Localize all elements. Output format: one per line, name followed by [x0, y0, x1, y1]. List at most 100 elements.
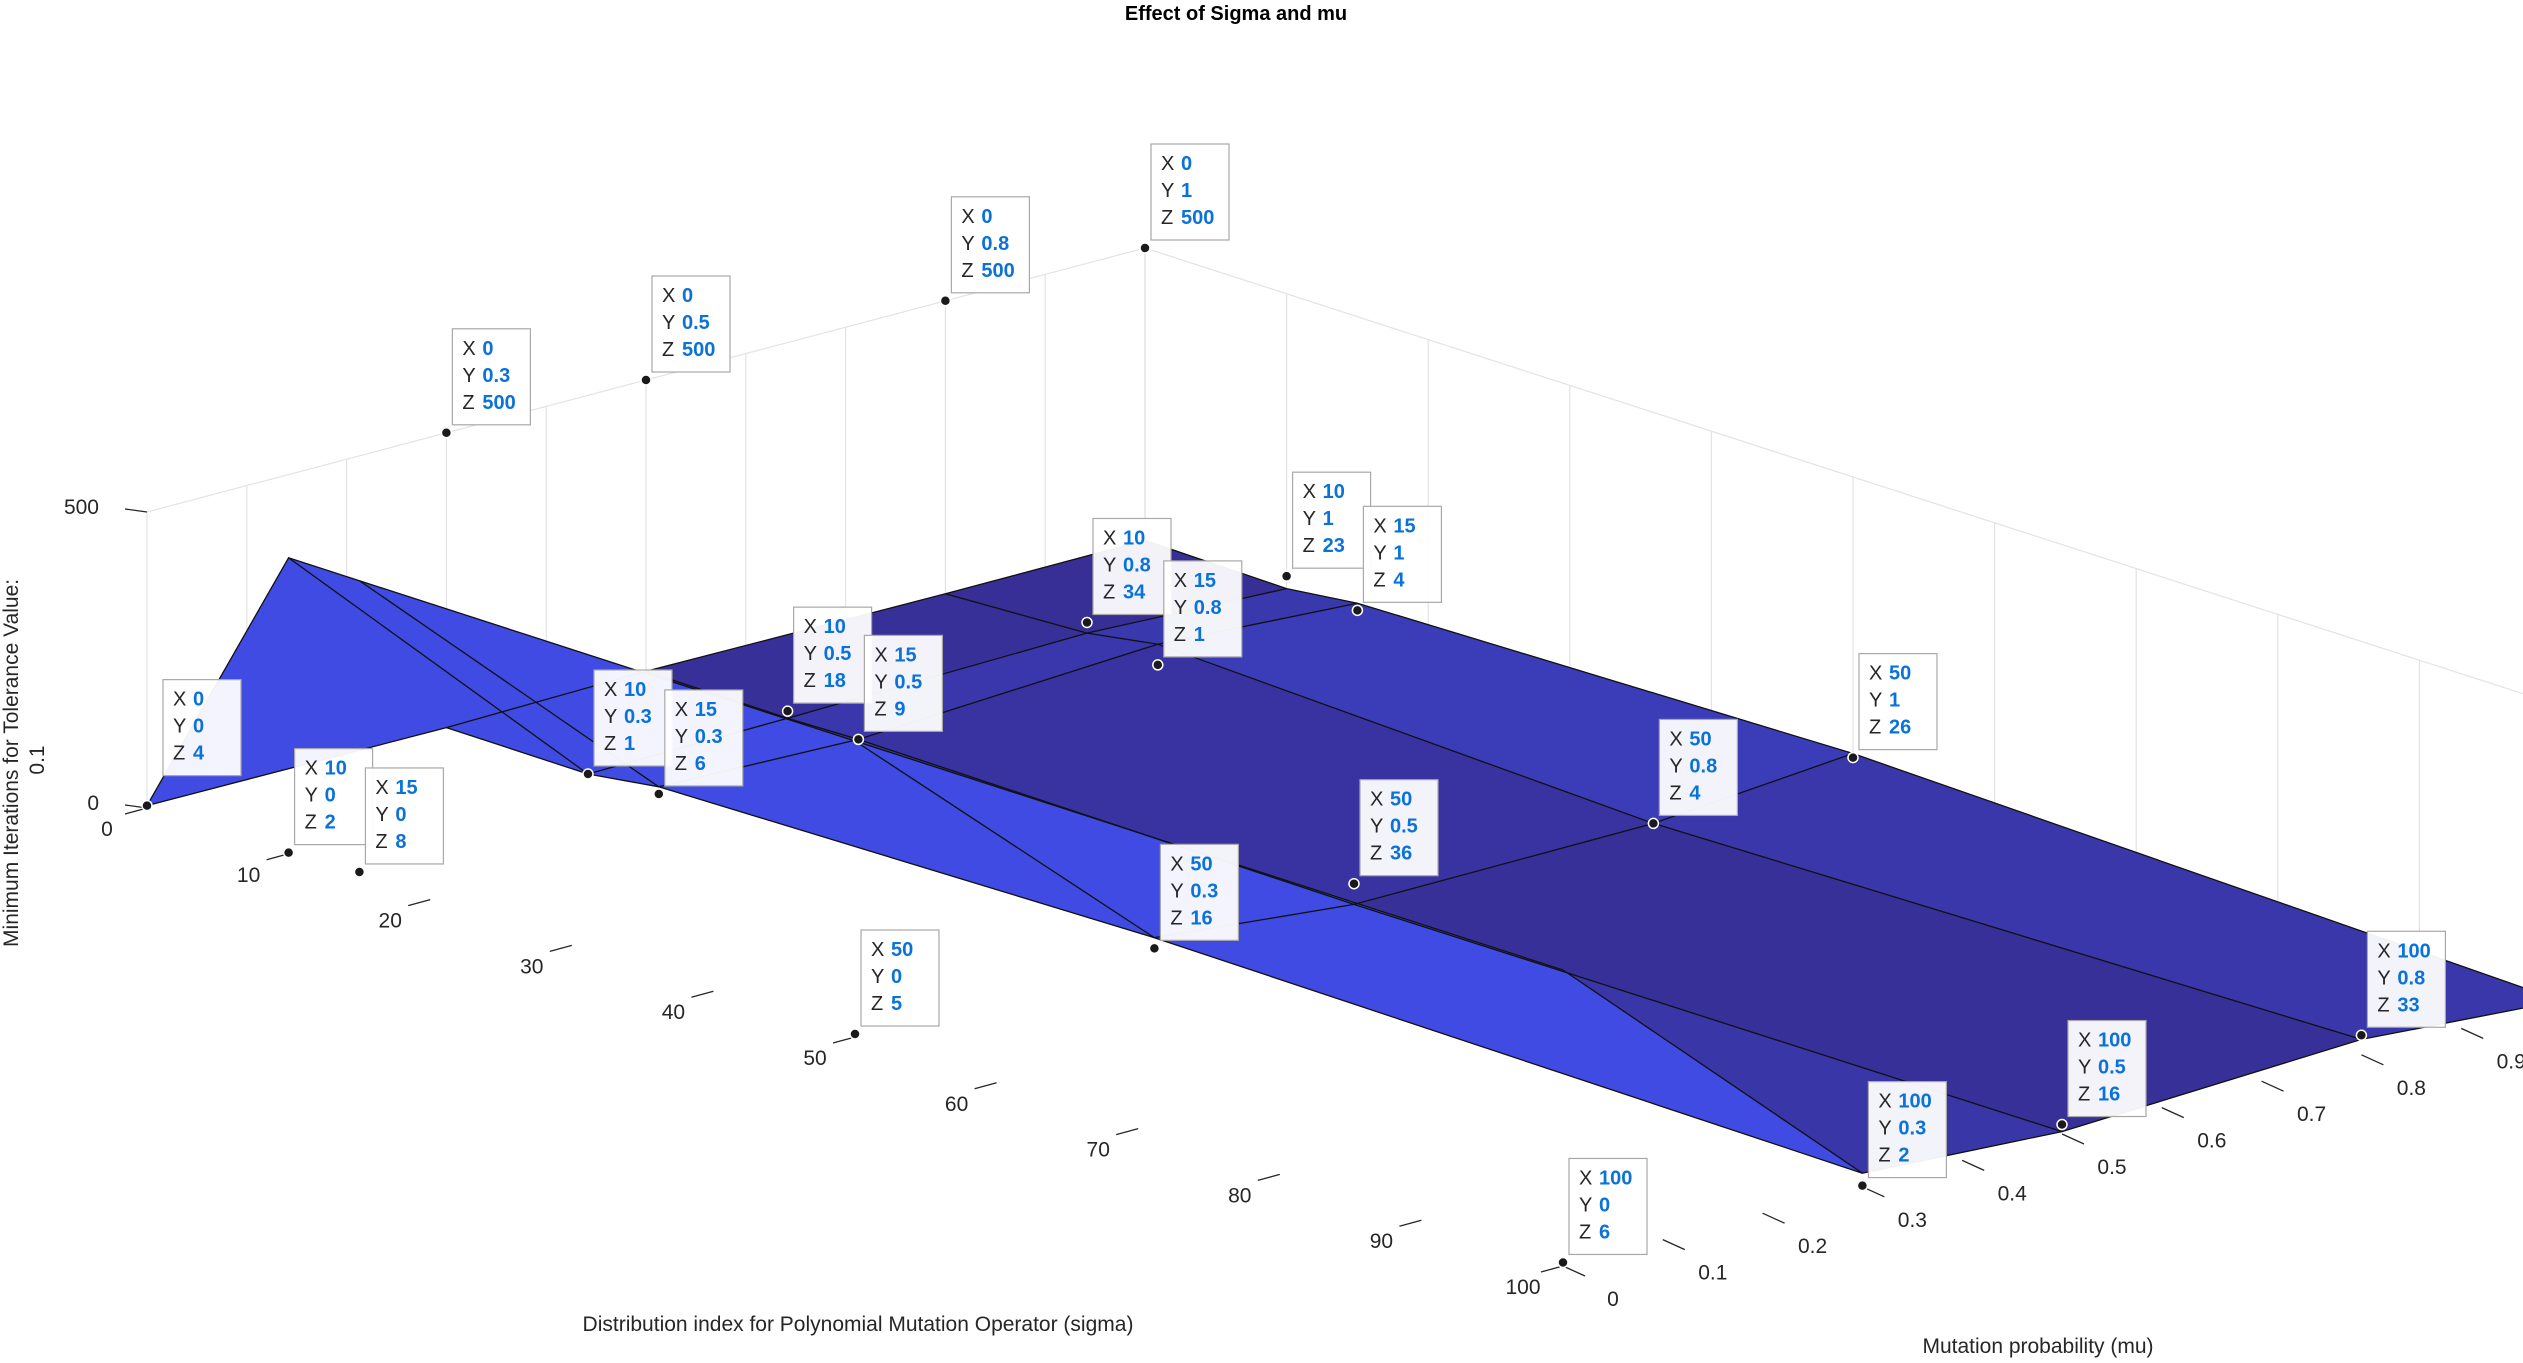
x-tick-label: 70: [1087, 1139, 1110, 1162]
datatip-marker: [1647, 817, 1660, 830]
datatip: X 15 Y 0.3 Z 6: [653, 689, 744, 800]
datatip-key: X: [173, 689, 186, 711]
y-tick-label: 0.2: [1798, 1235, 1827, 1258]
datatip-value: 26: [1889, 717, 1911, 739]
datatip-value: 100: [2098, 1030, 2131, 1052]
datatip-value: 50: [1190, 853, 1212, 875]
datatip-key: Z: [375, 831, 387, 853]
datatip-key: X: [1303, 481, 1316, 503]
datatip-key: X: [604, 679, 617, 701]
datatip-marker: [440, 427, 453, 439]
datatip-marker: [1081, 616, 1093, 629]
datatip-key: Y: [1174, 597, 1187, 619]
datatip: X 10 Y 0.3 Z 1: [582, 669, 673, 780]
z-tick-label: 500: [64, 496, 99, 519]
datatip-key: Z: [1373, 569, 1385, 591]
datatip-box: [860, 929, 940, 1027]
datatip: X 100 Y 0Z 6: [1557, 1157, 1648, 1269]
y-tick: [2061, 1133, 2085, 1145]
z-axis-label: Minimum Iterations for Tolerance Value: …: [0, 573, 49, 947]
datatip-key: X: [1370, 789, 1383, 811]
x-tick-label: 100: [1505, 1276, 1540, 1299]
datatip-value: 100: [1599, 1167, 1632, 1189]
datatip: X 15 Y 0.5 Z 9: [852, 634, 944, 746]
datatip-box: [364, 767, 444, 865]
datatip-value: 500: [981, 260, 1014, 282]
datatip-key: X: [804, 616, 817, 638]
datatip-value: 15: [1194, 570, 1216, 592]
datatip-value: 8: [395, 831, 406, 853]
y-tick-label: 0.5: [2097, 1156, 2126, 1179]
datatip-box: [1163, 560, 1243, 658]
datatip-value: 0.5: [1390, 816, 1418, 838]
datatip-key: Z: [1878, 1145, 1890, 1167]
datatip-box: [1291, 471, 1372, 569]
datatip-box: [451, 328, 531, 426]
datatip-value: 34: [1123, 581, 1146, 603]
datatip-value: 16: [1190, 907, 1212, 929]
datatip-value: 0.3: [695, 726, 723, 748]
datatip: X 10 Y 0.8 Z 34: [1081, 517, 1172, 629]
datatip-value: 10: [1323, 481, 1345, 503]
x-tick: [549, 944, 572, 953]
datatip-key: Y: [604, 706, 617, 728]
y-tick: [1961, 1159, 1985, 1171]
datatip-value: 5: [891, 993, 902, 1015]
datatip-value: 10: [824, 616, 846, 638]
datatip-value: 18: [824, 670, 846, 692]
datatip-key: Y: [1373, 542, 1386, 564]
datatip-box: [1867, 1081, 1948, 1179]
datatip-box: [1150, 143, 1230, 241]
x-tick: [691, 990, 714, 998]
datatip-value: 23: [1323, 535, 1345, 557]
datatip-value: 0.3: [1898, 1118, 1926, 1140]
x-tick: [1257, 1173, 1280, 1182]
datatip-value: 0: [682, 285, 693, 307]
datatip-key: Y: [2078, 1057, 2091, 1079]
y-tick: [2261, 1080, 2284, 1092]
datatip-value: 0.8: [1689, 755, 1717, 777]
datatip-value: 0.5: [824, 643, 852, 665]
x-tick: [1116, 1127, 1139, 1136]
datatip: X 50 Y 1Z 26: [1847, 653, 1938, 764]
datatip-key: X: [1669, 728, 1682, 750]
datatip-key: Z: [1103, 581, 1115, 603]
y-tick: [2161, 1107, 2185, 1119]
z-axis-label-line-2: 0.1: [26, 745, 49, 774]
datatip-key: Y: [1370, 816, 1383, 838]
y-tick: [1662, 1239, 1686, 1251]
datatip: X 100 Y 0.8 Z 33: [2355, 930, 2446, 1042]
datatip-value: 100: [1898, 1091, 1931, 1113]
datatip-value: 500: [682, 339, 715, 361]
datatip-key: Z: [604, 733, 616, 755]
datatip-value: 4: [1689, 782, 1701, 804]
datatip-key: Z: [173, 743, 185, 765]
datatip: X 0Y 0.5 Z 500: [640, 275, 731, 386]
datatip-key: Y: [1869, 690, 1882, 712]
y-tick: [2361, 1054, 2384, 1066]
datatip-marker: [852, 733, 865, 746]
datatip-marker: [353, 866, 366, 878]
datatip-value: 10: [1123, 527, 1145, 549]
z-tick-label: 0: [87, 792, 99, 815]
datatip-marker: [1847, 751, 1859, 764]
datatip-value: 0.8: [1123, 554, 1151, 576]
datatip-key: Y: [871, 966, 884, 988]
datatip-key: Y: [462, 365, 475, 387]
datatip: X 10 Y 0.5 Z 18: [781, 606, 873, 717]
datatip-key: Z: [1170, 907, 1182, 929]
datatip-value: 0: [193, 716, 204, 738]
datatip-marker: [1152, 659, 1164, 671]
datatip-value: 0.3: [624, 706, 652, 728]
datatip-key: X: [2377, 940, 2390, 962]
datatip-key: X: [874, 644, 887, 666]
datatip-value: 500: [1181, 207, 1214, 229]
datatip-key: Y: [173, 716, 186, 738]
datatip-marker: [849, 1028, 861, 1040]
datatip-box: [863, 634, 944, 732]
datatip-value: 15: [1393, 515, 1415, 537]
datatip-key: X: [375, 777, 388, 799]
datatip-value: 0: [1181, 153, 1192, 175]
y-tick-label: 0.6: [2197, 1130, 2226, 1153]
datatip-marker: [1148, 942, 1161, 955]
